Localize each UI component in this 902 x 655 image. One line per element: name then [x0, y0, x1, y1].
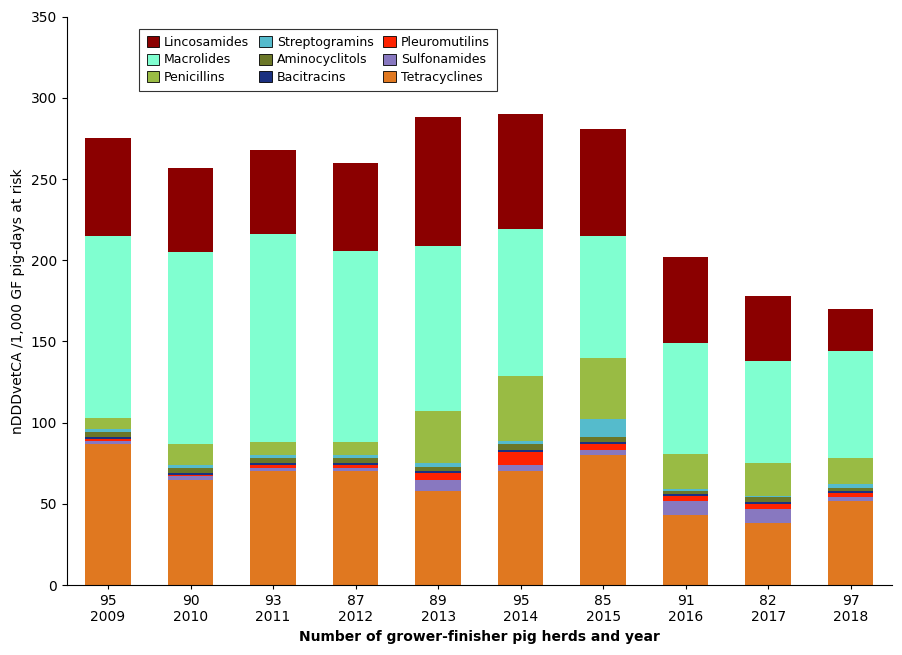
Bar [580, 444, 625, 450]
Bar [662, 500, 707, 515]
Bar [827, 497, 872, 500]
Bar [745, 509, 790, 523]
Bar [662, 515, 707, 585]
Bar [168, 468, 213, 473]
Bar [85, 138, 131, 236]
Bar [250, 458, 296, 463]
Bar [662, 453, 707, 489]
Bar [415, 472, 460, 473]
Bar [662, 343, 707, 453]
Bar [415, 246, 460, 411]
Bar [745, 497, 790, 502]
X-axis label: Number of grower-finisher pig herds and year: Number of grower-finisher pig herds and … [299, 630, 659, 644]
Bar [333, 465, 378, 468]
Bar [168, 475, 213, 476]
Bar [662, 257, 707, 343]
Bar [827, 351, 872, 458]
Y-axis label: nDDDvetCA /1,000 GF pig-days at risk: nDDDvetCA /1,000 GF pig-days at risk [11, 168, 25, 434]
Bar [580, 419, 625, 438]
Bar [662, 496, 707, 500]
Bar [415, 491, 460, 585]
Bar [333, 468, 378, 472]
Bar [497, 452, 543, 465]
Bar [85, 236, 131, 418]
Bar [827, 309, 872, 351]
Bar [580, 442, 625, 444]
Bar [250, 468, 296, 472]
Bar [497, 375, 543, 441]
Bar [580, 128, 625, 236]
Bar [250, 455, 296, 458]
Bar [415, 466, 460, 472]
Bar [827, 491, 872, 493]
Bar [745, 296, 790, 361]
Bar [497, 450, 543, 452]
Bar [580, 236, 625, 358]
Bar [333, 458, 378, 463]
Bar [497, 229, 543, 375]
Bar [168, 444, 213, 465]
Bar [168, 476, 213, 479]
Bar [497, 472, 543, 585]
Bar [250, 465, 296, 468]
Bar [250, 472, 296, 585]
Bar [827, 458, 872, 485]
Bar [85, 432, 131, 438]
Bar [415, 473, 460, 479]
Bar [333, 163, 378, 250]
Bar [85, 438, 131, 439]
Bar [168, 479, 213, 585]
Bar [168, 473, 213, 475]
Bar [415, 117, 460, 246]
Bar [745, 502, 790, 504]
Bar [497, 114, 543, 229]
Bar [827, 488, 872, 491]
Bar [333, 442, 378, 455]
Bar [662, 494, 707, 496]
Bar [745, 361, 790, 463]
Bar [580, 455, 625, 585]
Bar [250, 442, 296, 455]
Bar [168, 465, 213, 468]
Bar [745, 463, 790, 496]
Bar [580, 358, 625, 419]
Bar [745, 496, 790, 497]
Bar [85, 444, 131, 585]
Bar [415, 411, 460, 463]
Bar [168, 168, 213, 252]
Bar [333, 250, 378, 442]
Bar [827, 493, 872, 497]
Bar [497, 441, 543, 444]
Bar [662, 491, 707, 494]
Bar [85, 418, 131, 429]
Bar [415, 463, 460, 466]
Bar [85, 429, 131, 432]
Bar [85, 439, 131, 441]
Bar [745, 523, 790, 585]
Bar [415, 479, 460, 491]
Bar [333, 472, 378, 585]
Bar [497, 465, 543, 472]
Bar [250, 463, 296, 465]
Legend: Lincosamides, Macrolides, Penicillins, Streptogramins, Aminocyclitols, Bacitraci: Lincosamides, Macrolides, Penicillins, S… [139, 29, 497, 91]
Bar [662, 489, 707, 491]
Bar [580, 438, 625, 442]
Bar [85, 441, 131, 444]
Bar [333, 455, 378, 458]
Bar [333, 463, 378, 465]
Bar [745, 504, 790, 509]
Bar [250, 150, 296, 234]
Bar [827, 500, 872, 585]
Bar [580, 450, 625, 455]
Bar [250, 234, 296, 442]
Bar [827, 485, 872, 488]
Bar [497, 444, 543, 450]
Bar [168, 252, 213, 444]
